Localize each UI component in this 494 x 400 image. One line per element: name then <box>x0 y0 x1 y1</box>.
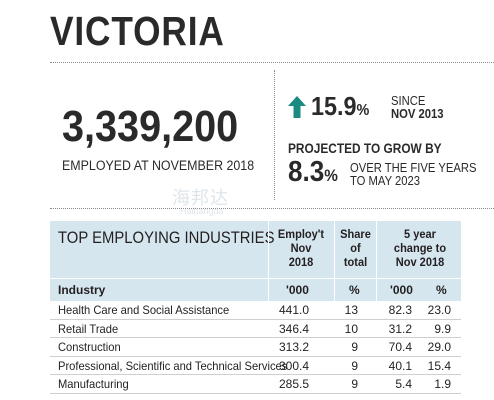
projection-value: 8.3 <box>288 156 325 188</box>
cell-employ: 300.4 <box>278 358 309 373</box>
col-change-line2: change to <box>393 241 447 255</box>
cell-industry: Health Care and Social Assistance <box>58 303 230 317</box>
growth-since-line2: NOV 2013 <box>391 107 444 121</box>
cell-change-000: 70.4 <box>388 340 412 354</box>
cell-employ: 313.2 <box>278 340 309 354</box>
cell-share: 9 <box>351 377 358 391</box>
cell-change-000: 40.1 <box>388 358 412 373</box>
cell-share: 9 <box>351 358 358 373</box>
cell-change-pct: 23.0 <box>427 303 451 317</box>
col-change-line1: 5 year <box>404 227 436 241</box>
cell-industry: Construction <box>58 340 121 354</box>
employment-caption: EMPLOYED AT NOVEMBER 2018 <box>62 158 255 173</box>
subheader-industry: Industry <box>58 283 106 297</box>
growth-since-line1: SINCE <box>391 94 426 108</box>
table-row: Professional, Scientific and Technical S… <box>50 357 461 375</box>
cell-change-pct: 1.9 <box>434 377 451 391</box>
cell-change-pct: 9.9 <box>434 321 451 336</box>
section-divider <box>50 208 494 209</box>
cell-share: 13 <box>344 303 358 317</box>
header-separator <box>334 221 335 278</box>
subheader-employ: '000 <box>286 283 309 297</box>
growth-value: 15.9 <box>311 91 357 121</box>
projection-percentage: 8.3% <box>288 156 338 189</box>
projection-desc-line1: OVER THE FIVE YEARS <box>350 161 477 175</box>
cell-industry: Manufacturing <box>58 377 129 391</box>
subheader-separator <box>334 279 335 301</box>
subheader-separator <box>268 279 269 301</box>
table-title: TOP EMPLOYING INDUSTRIES <box>58 229 275 247</box>
subheader-separator <box>376 279 377 301</box>
table-header: TOP EMPLOYING INDUSTRIES Employ't Nov 20… <box>50 221 461 278</box>
cell-change-000: 31.2 <box>388 321 412 336</box>
col-share-line3: total <box>343 255 368 269</box>
cell-change-pct: 29.0 <box>427 340 451 354</box>
col-employ-line2: Nov <box>290 241 312 255</box>
col-employ-line3: 2018 <box>288 255 314 269</box>
cell-industry: Retail Trade <box>58 321 119 336</box>
col-header-employment: Employ't Nov 2018 <box>272 227 329 269</box>
cell-industry: Professional, Scientific and Technical S… <box>58 358 288 373</box>
top-divider <box>50 62 494 63</box>
growth-unit: % <box>356 102 370 119</box>
table-row: Manufacturing 285.5 9 5.4 1.9 <box>50 375 461 394</box>
industries-table: TOP EMPLOYING INDUSTRIES Employ't Nov 20… <box>50 221 461 394</box>
table-row: Health Care and Social Assistance 441.0 … <box>50 301 461 320</box>
watermark-sub: Haibangda <box>180 206 224 216</box>
header-separator <box>376 221 377 278</box>
projection-label: PROJECTED TO GROW BY <box>288 141 442 156</box>
projection-unit: % <box>324 166 338 185</box>
cell-change-000: 5.4 <box>395 377 412 391</box>
subheader-change-000: '000 <box>390 283 413 297</box>
col-header-share: Share of total <box>337 227 375 269</box>
col-change-line3: Nov 2018 <box>395 255 445 269</box>
watermark: 海邦达 <box>172 188 229 208</box>
growth-percentage: 15.9% <box>311 91 369 122</box>
page-title: VICTORIA <box>50 8 225 54</box>
col-share-line1: Share <box>340 227 371 241</box>
up-arrow-icon <box>288 96 306 118</box>
cell-change-000: 82.3 <box>388 303 412 317</box>
table-row: Construction 313.2 9 70.4 29.0 <box>50 338 461 357</box>
col-employ-line1: Employ't <box>277 227 325 241</box>
col-header-change: 5 year change to Nov 2018 <box>383 227 457 269</box>
col-share-line2: of <box>350 241 361 255</box>
cell-change-pct: 15.4 <box>427 358 451 373</box>
projection-desc-line2: TO MAY 2023 <box>350 174 421 188</box>
header-separator <box>268 221 269 278</box>
projection-description: OVER THE FIVE YEARS TO MAY 2023 <box>350 162 477 188</box>
cell-employ: 346.4 <box>278 321 309 336</box>
cell-share: 10 <box>344 321 358 336</box>
growth-since: SINCE NOV 2013 <box>391 95 444 121</box>
subheader-share: % <box>349 283 360 297</box>
cell-employ: 441.0 <box>278 303 309 317</box>
table-subheader: Industry '000 % '000 % <box>50 278 461 301</box>
cell-share: 9 <box>351 340 358 354</box>
subheader-change-pct: % <box>436 283 447 297</box>
cell-employ: 285.5 <box>278 377 309 391</box>
employment-total: 3,339,200 <box>62 102 239 151</box>
vertical-divider <box>274 70 275 200</box>
table-row: Retail Trade 346.4 10 31.2 9.9 <box>50 320 461 338</box>
